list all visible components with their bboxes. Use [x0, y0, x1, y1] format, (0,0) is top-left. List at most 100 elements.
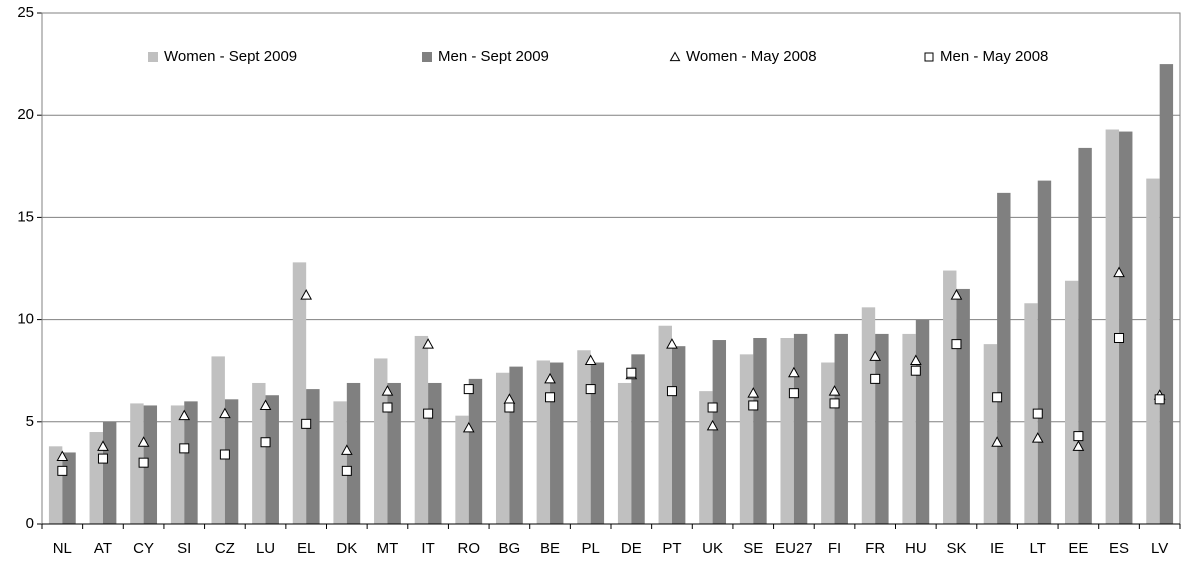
bar [956, 288, 970, 524]
triangle-marker [1031, 432, 1044, 443]
bar [1064, 280, 1079, 524]
bar [130, 403, 144, 524]
triangle-marker [909, 354, 922, 365]
x-tick-label: AT [94, 540, 112, 557]
x-tick-label: SE [743, 540, 763, 557]
bar [861, 307, 876, 524]
x-tick-label: IE [990, 540, 1004, 557]
bar [915, 319, 930, 524]
bar [346, 382, 361, 524]
bar [468, 378, 483, 524]
bar [712, 340, 727, 524]
x-tick-label: SI [177, 540, 191, 557]
square-marker [138, 457, 149, 468]
square-marker [585, 384, 596, 395]
x-tick-label: BE [540, 540, 560, 557]
x-tick-label: EE [1068, 540, 1088, 557]
bar [211, 356, 225, 524]
square-marker [260, 437, 271, 448]
x-tick-label: MT [377, 540, 399, 557]
triangle-marker [950, 289, 963, 300]
bar [1146, 178, 1160, 524]
square-marker [1154, 394, 1165, 405]
x-tick-label: NL [53, 540, 72, 557]
x-tick-label: EL [297, 540, 315, 557]
bar [1159, 64, 1174, 524]
x-tick-label: FI [828, 540, 841, 557]
legend-label: Women - May 2008 [686, 48, 817, 65]
bar [753, 337, 767, 524]
bar [102, 421, 117, 524]
square-marker [626, 367, 637, 378]
bar [374, 358, 388, 524]
square-marker [545, 392, 556, 403]
triangle-marker [869, 350, 882, 361]
bar [252, 382, 266, 524]
x-tick-label: LV [1151, 540, 1168, 557]
legend-label: Women - Sept 2009 [164, 48, 297, 65]
triangle-marker [991, 436, 1003, 447]
triangle-marker [788, 366, 800, 378]
legend-label: Men - Sept 2009 [438, 48, 549, 65]
square-marker [1032, 408, 1043, 419]
square-marker [219, 449, 230, 460]
bar [834, 333, 848, 524]
triangle-marker [56, 450, 69, 462]
bar [333, 401, 347, 524]
square-marker [870, 373, 881, 384]
legend-swatch [669, 51, 681, 62]
triangle-marker [340, 444, 353, 455]
bar [943, 270, 957, 524]
x-tick-label: FR [865, 540, 885, 557]
triangle-marker [422, 338, 434, 349]
bar [224, 399, 239, 524]
square-marker [97, 453, 108, 464]
triangle-marker [706, 419, 719, 431]
bar [170, 405, 185, 524]
square-marker [382, 402, 393, 413]
square-marker [788, 388, 799, 399]
bar [292, 262, 307, 524]
bar [509, 366, 523, 524]
triangle-marker [178, 409, 191, 421]
bar [455, 415, 469, 524]
x-tick-label: LU [256, 540, 275, 557]
x-tick-label: RO [458, 540, 481, 557]
x-tick-label: ES [1109, 540, 1129, 557]
bar [143, 405, 158, 524]
bar [550, 362, 564, 524]
triangle-marker [219, 407, 231, 419]
bar [1119, 131, 1133, 524]
square-marker [666, 386, 677, 397]
bar [902, 333, 916, 524]
legend-label: Men - May 2008 [940, 48, 1048, 65]
bar [658, 325, 672, 524]
y-tick-label: 20 [17, 106, 34, 123]
square-marker [910, 365, 921, 376]
x-tick-label: CZ [215, 540, 235, 557]
triangle-marker [666, 338, 678, 349]
square-marker [1073, 431, 1084, 442]
bar [62, 452, 76, 524]
triangle-marker [97, 440, 109, 451]
bar [997, 192, 1011, 524]
x-tick-label: DE [621, 540, 642, 557]
x-tick-label: SK [946, 540, 966, 557]
x-tick-label: BG [499, 540, 521, 557]
bar [495, 372, 510, 524]
bar [1024, 303, 1038, 524]
square-marker [57, 465, 68, 476]
y-tick-label: 25 [17, 4, 34, 21]
bar [983, 344, 998, 524]
square-marker [423, 408, 434, 419]
bar [590, 362, 605, 524]
square-marker [748, 400, 759, 411]
bar [184, 401, 198, 524]
y-tick-label: 0 [26, 515, 34, 532]
square-marker [829, 398, 840, 409]
bar [1078, 147, 1092, 525]
x-tick-label: IT [421, 540, 434, 557]
bar [793, 333, 808, 524]
bar [1037, 180, 1052, 524]
